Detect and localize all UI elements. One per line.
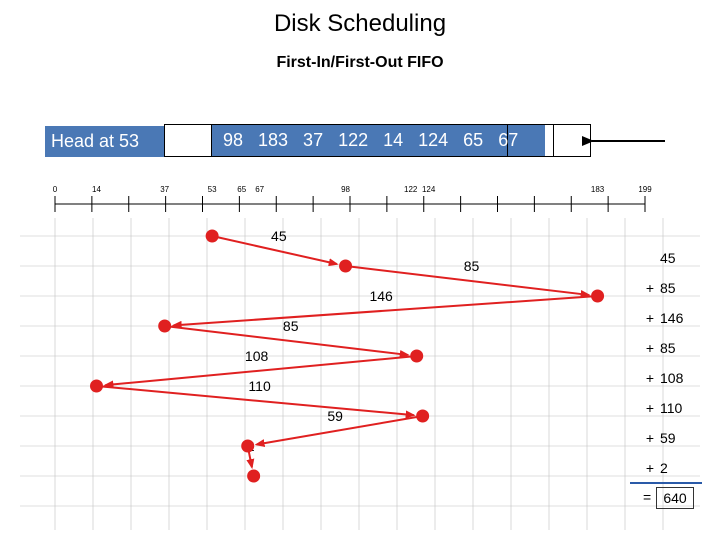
sum-term-value: 85: [660, 280, 676, 296]
movement-label: 108: [245, 348, 269, 364]
axis-tick-label: 199: [638, 185, 652, 194]
queue-values: 98 183 37 122 14 124 65 67: [223, 130, 519, 150]
axis-tick-label: 98: [341, 185, 350, 194]
plus-sign: +: [645, 340, 655, 356]
sum-term: +146: [640, 310, 683, 326]
sum-term-value: 2: [660, 460, 668, 476]
seek-arrow: [254, 415, 423, 448]
sum-term: +85: [640, 340, 676, 356]
axis-tick-label: 65: [237, 185, 246, 194]
seek-arrow: [171, 295, 598, 329]
queue-divider: [211, 125, 212, 156]
axis-tick-label: 37: [160, 185, 169, 194]
head-position-label: Head at 53: [45, 126, 165, 157]
axis-tick-label: 14: [92, 185, 101, 194]
sum-term: +110: [640, 400, 682, 416]
head-position-dot: [247, 469, 261, 483]
head-position-dot: [90, 379, 104, 393]
movement-label: 85: [464, 258, 480, 274]
seek-arrow: [345, 265, 591, 298]
sum-term-first: 45: [640, 250, 676, 266]
plus-sign: +: [645, 280, 655, 296]
plus-sign: +: [645, 370, 655, 386]
sum-divider: [630, 482, 702, 484]
sum-term-value: 45: [660, 250, 676, 266]
queue-fill: [212, 125, 545, 156]
sum-term-value: 110: [660, 400, 683, 416]
head-position-dot: [591, 289, 605, 303]
head-position-dot: [410, 349, 424, 363]
head-position-dot: [339, 259, 353, 273]
axis-tick-label: 183: [591, 185, 605, 194]
seek-arrow: [96, 385, 416, 419]
movement-label: 59: [327, 408, 343, 424]
page-subtitle: First-In/First-Out FIFO: [276, 54, 444, 71]
grid: [20, 218, 700, 530]
plus-sign: +: [645, 460, 655, 476]
sum-term: +108: [640, 370, 683, 386]
sum-term-value: 85: [660, 340, 676, 356]
sum-term: +85: [640, 280, 676, 296]
movement-label: 45: [271, 228, 287, 244]
axis-tick-label: 53: [208, 185, 217, 194]
sum-term-value: 146: [660, 310, 684, 326]
request-queue: 98 183 37 122 14 124 65 67: [164, 124, 591, 157]
movement-label: 110: [248, 378, 271, 394]
seek-arrow: [211, 235, 339, 267]
axis-tick-label: 0: [53, 185, 58, 194]
head-position-dot: [241, 439, 255, 453]
plus-sign: +: [645, 400, 655, 416]
seek-arrow: [103, 355, 417, 389]
movement-label: 146: [369, 288, 393, 304]
total-seek: 640: [656, 487, 694, 509]
sum-term: +2: [640, 460, 668, 476]
movement-label: 85: [283, 318, 299, 334]
plus-sign: +: [645, 310, 655, 326]
sum-term-value: 108: [660, 370, 684, 386]
plus-sign: +: [645, 430, 655, 446]
page-title: Disk Scheduling: [273, 10, 447, 37]
cylinder-axis: 0 14 37 53 65 67 98 122 124 183 199: [53, 185, 652, 212]
axis-tick-label: 67: [255, 185, 264, 194]
sum-term-value: 59: [660, 430, 676, 446]
axis-tick-label: 122: [404, 185, 418, 194]
seek-arrow: [164, 325, 410, 358]
seek-path: 458514685108110592: [90, 228, 605, 483]
head-position-dot: [205, 229, 219, 243]
sum-term: +59: [640, 430, 676, 446]
axis-tick-label: 124: [422, 185, 436, 194]
queue-divider: [553, 125, 554, 156]
equals-sign: =: [643, 489, 652, 505]
queue-divider: [507, 125, 508, 156]
head-position-dot: [416, 409, 430, 423]
head-position-dot: [158, 319, 172, 333]
